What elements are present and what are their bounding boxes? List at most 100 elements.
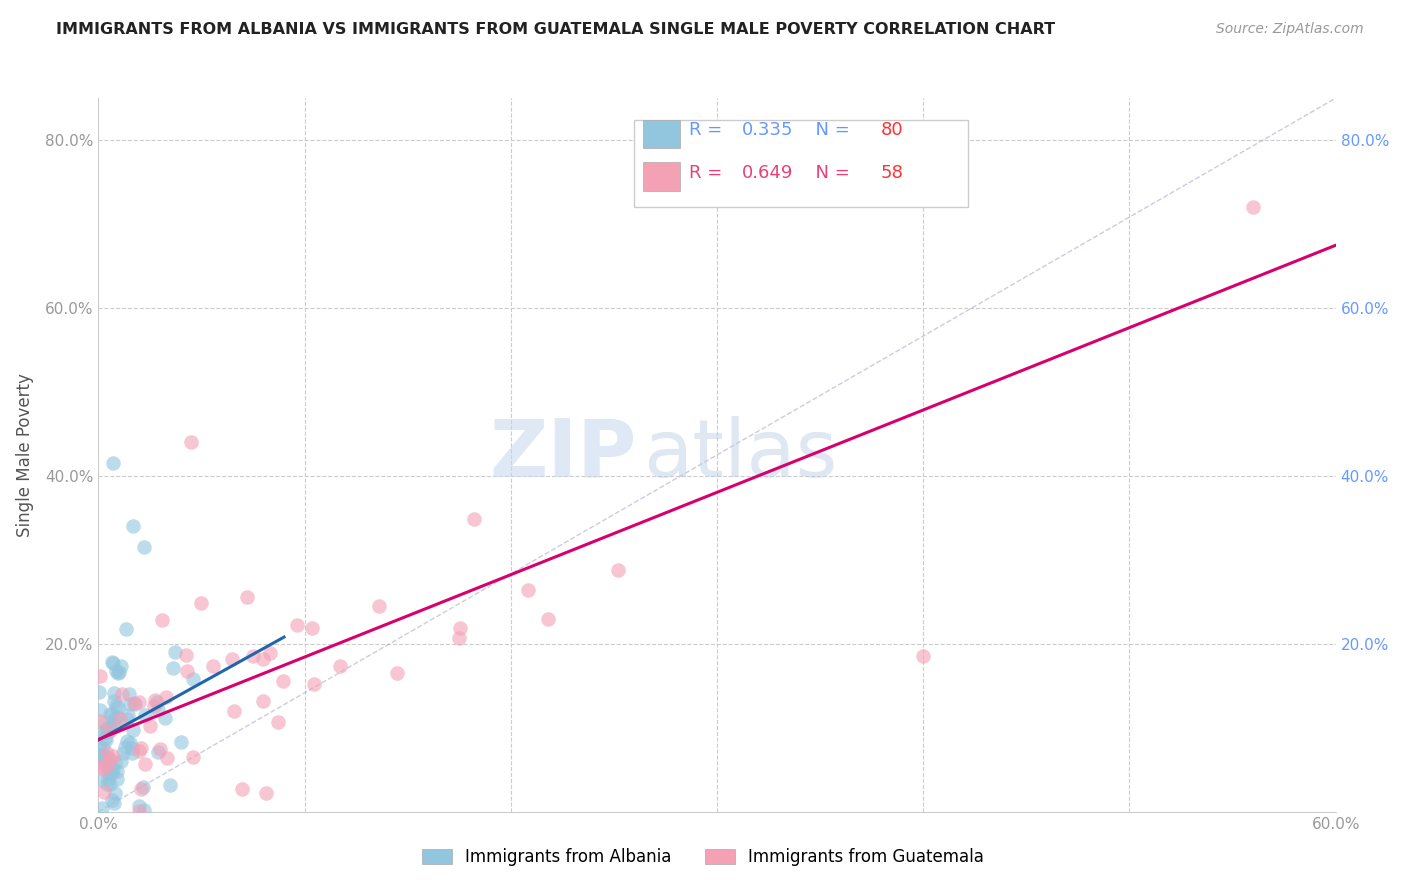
Point (329, 659, 352, 673)
Point (447, 631, 470, 645)
Text: 0.649: 0.649 (742, 164, 793, 182)
Point (101, 456, 124, 470)
Text: R =: R = (689, 164, 727, 182)
Point (114, 739, 136, 754)
Point (146, 694, 169, 708)
Text: 58: 58 (880, 164, 903, 182)
Point (129, 781, 152, 796)
Point (89, 759, 111, 773)
Point (252, 652, 274, 666)
Point (170, 735, 193, 749)
Legend: Immigrants from Albania, Immigrants from Guatemala: Immigrants from Albania, Immigrants from… (413, 840, 993, 875)
Point (96, 777, 118, 791)
Point (162, 661, 184, 675)
Point (97, 765, 120, 780)
Point (254, 787, 277, 801)
Point (90, 726, 112, 740)
Point (155, 690, 177, 704)
Point (98, 759, 121, 773)
Point (115, 734, 138, 748)
Point (153, 711, 176, 725)
Point (143, 699, 166, 714)
Point (180, 435, 202, 450)
Point (252, 694, 274, 708)
Point (89, 773, 111, 788)
Point (132, 780, 155, 794)
Point (103, 717, 125, 731)
Point (242, 648, 264, 663)
Point (115, 712, 138, 726)
Point (100, 706, 122, 721)
Point (132, 541, 155, 555)
Point (90, 747, 112, 762)
Point (912, 649, 935, 664)
Point (93, 785, 115, 799)
Point (108, 665, 131, 679)
Point (100, 793, 122, 807)
Point (89, 703, 111, 717)
Point (105, 764, 128, 778)
Point (121, 746, 143, 760)
Text: Source: ZipAtlas.com: Source: ZipAtlas.com (1216, 22, 1364, 37)
Point (118, 688, 141, 702)
Y-axis label: Single Male Poverty: Single Male Poverty (15, 373, 34, 537)
Point (159, 778, 181, 792)
Point (96, 746, 118, 760)
Point (121, 723, 143, 738)
Point (91, 800, 114, 814)
Point (101, 655, 124, 669)
Point (128, 798, 150, 813)
Point (449, 621, 471, 635)
Point (271, 673, 294, 688)
Point (128, 804, 150, 818)
Point (537, 612, 560, 626)
Text: N =: N = (804, 121, 855, 139)
Point (132, 803, 155, 817)
Point (221, 652, 243, 666)
Point (302, 677, 325, 691)
Point (97, 756, 120, 770)
Point (104, 664, 127, 678)
Point (110, 658, 132, 673)
Point (107, 700, 129, 714)
Point (98, 777, 121, 791)
Text: ZIP: ZIP (489, 416, 637, 494)
Point (96, 772, 118, 786)
Point (122, 696, 145, 710)
Point (267, 714, 290, 729)
Point (463, 512, 485, 526)
Point (96, 721, 118, 735)
Point (105, 772, 128, 786)
Point (97, 723, 120, 738)
Point (122, 519, 145, 533)
Point (190, 597, 212, 611)
Bar (643, 120, 681, 148)
Point (108, 712, 131, 726)
Point (368, 599, 391, 613)
Point (517, 582, 540, 597)
Point (94, 731, 117, 746)
Point (104, 699, 127, 714)
Point (91, 747, 114, 761)
Point (97, 762, 120, 776)
Point (103, 712, 125, 726)
Text: N =: N = (804, 164, 855, 182)
Point (98, 752, 121, 766)
Point (301, 621, 323, 635)
Point (146, 745, 169, 759)
Point (138, 719, 160, 733)
Point (98, 720, 121, 734)
Point (231, 781, 253, 796)
Point (93, 741, 115, 756)
Point (107, 665, 129, 680)
Point (98, 723, 121, 738)
Point (152, 613, 174, 627)
Text: atlas: atlas (643, 416, 837, 494)
Point (91, 762, 114, 776)
Point (120, 736, 142, 750)
Point (89, 714, 111, 728)
Point (176, 664, 198, 678)
Point (149, 741, 172, 756)
Point (117, 707, 139, 722)
Point (96, 725, 118, 739)
